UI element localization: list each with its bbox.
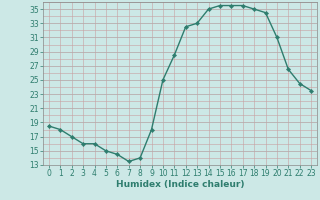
X-axis label: Humidex (Indice chaleur): Humidex (Indice chaleur) — [116, 180, 244, 189]
